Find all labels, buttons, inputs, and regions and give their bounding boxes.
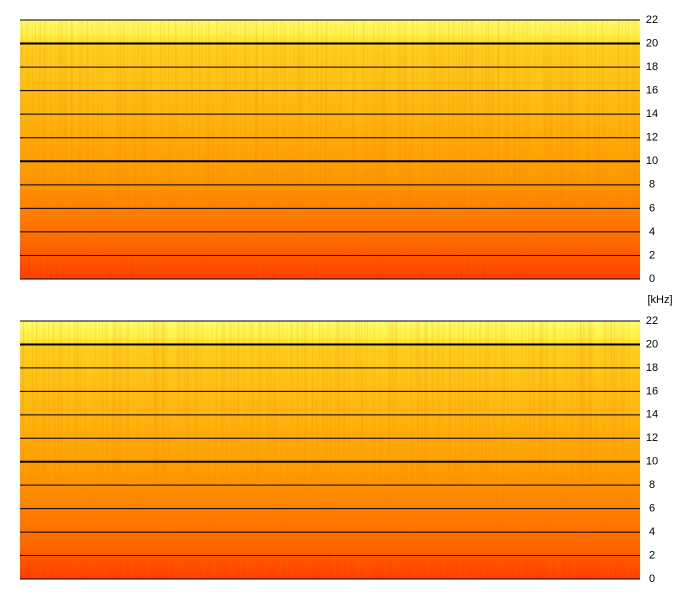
y-tick-label: 16 [646, 385, 658, 397]
y-tick-label: 0 [649, 573, 655, 585]
y-tick-label: 6 [649, 503, 655, 515]
y-tick-label: 2 [649, 249, 655, 261]
spectrogram-texture [20, 321, 640, 579]
y-tick-label: 6 [649, 202, 655, 214]
y-tick-label: 12 [646, 132, 658, 144]
y-tick-label: 10 [646, 155, 658, 167]
y-tick-label: 18 [646, 61, 658, 73]
y-tick-label: 20 [646, 37, 658, 49]
y-tick-label: 0 [649, 273, 655, 285]
y-tick-label: 8 [649, 179, 655, 191]
y-tick-label: 16 [646, 85, 658, 97]
y-tick-label: 4 [649, 526, 655, 538]
y-tick-label: 20 [646, 338, 658, 350]
y-tick-label: 14 [646, 409, 658, 421]
y-tick-label: 18 [646, 362, 658, 374]
y-tick-label: 8 [649, 479, 655, 491]
y-tick-label: 10 [646, 456, 658, 468]
spectrogram-texture [20, 20, 640, 279]
y-axis-unit: [kHz] [647, 294, 672, 306]
y-tick-label: 14 [646, 108, 658, 120]
y-tick-label: 22 [646, 315, 658, 327]
y-tick-label: 4 [649, 226, 655, 238]
y-tick-label: 22 [646, 14, 658, 26]
y-tick-label: 12 [646, 432, 658, 444]
y-tick-label: 2 [649, 549, 655, 561]
